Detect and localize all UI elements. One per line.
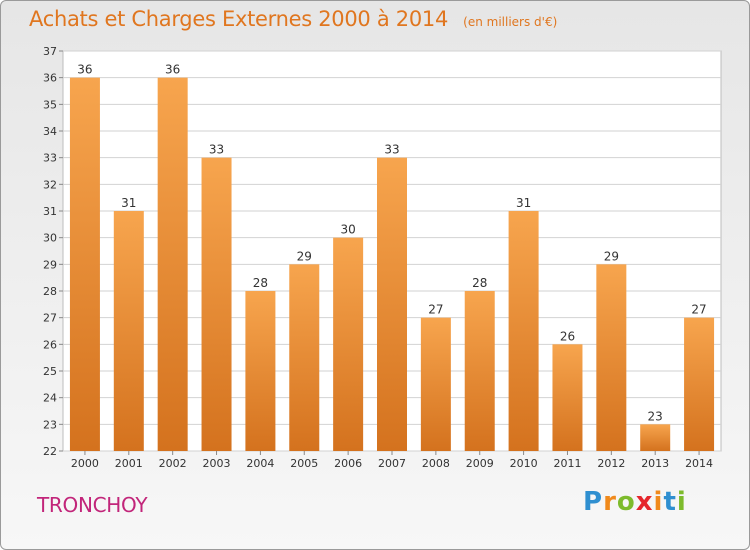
bar-2002 [157, 77, 188, 452]
y-tick-label: 24 [43, 392, 57, 405]
x-tick-label-2000: 2000 [71, 457, 99, 470]
value-label-2012: 29 [604, 249, 619, 263]
logo-letter: i [676, 487, 687, 517]
bar-2001 [113, 211, 144, 451]
value-label-2004: 28 [253, 276, 268, 290]
title-row: Achats et Charges Externes 2000 à 2014 (… [29, 7, 557, 31]
y-tick-label: 33 [43, 152, 57, 165]
x-tick-label-2002: 2002 [159, 457, 187, 470]
value-label-2014: 27 [691, 303, 706, 317]
bar-2008 [420, 317, 451, 451]
x-tick-label-2012: 2012 [597, 457, 625, 470]
logo-letter: r [603, 487, 617, 517]
chart-subtitle: (en milliers d'€) [463, 15, 558, 29]
y-tick-label: 37 [43, 45, 57, 58]
y-tick-label: 29 [43, 258, 57, 271]
y-tick-label: 31 [43, 205, 57, 218]
y-tick-label: 26 [43, 338, 57, 351]
value-label-2013: 23 [648, 409, 663, 423]
bar-2000 [69, 77, 100, 452]
y-tick-label: 22 [43, 445, 57, 458]
logo-letter: t [663, 487, 677, 517]
value-label-2010: 31 [516, 196, 531, 210]
x-tick-label-2008: 2008 [422, 457, 450, 470]
x-tick-label-2006: 2006 [334, 457, 362, 470]
logo-letter: i [653, 487, 664, 517]
value-label-2006: 30 [340, 223, 355, 237]
bar-2006 [333, 237, 364, 451]
value-label-2003: 33 [209, 143, 224, 157]
proxiti-logo[interactable]: Proxiti [583, 487, 687, 517]
commune-name: TRONCHOY [37, 493, 148, 517]
bar-2012 [596, 264, 627, 451]
y-tick-label: 23 [43, 418, 57, 431]
value-label-2009: 28 [472, 276, 487, 290]
value-label-2000: 36 [77, 63, 92, 77]
y-tick-label: 32 [43, 178, 57, 191]
x-tick-label-2011: 2011 [553, 457, 581, 470]
bar-2007 [377, 157, 407, 451]
chart-title: Achats et Charges Externes 2000 à 2014 [29, 7, 449, 31]
value-labels: 36 31 36 33 28 29 30 33 27 28 31 26 29 23 27 [77, 63, 706, 424]
x-tick-label-2013: 2013 [641, 457, 669, 470]
x-tick-label-2014: 2014 [685, 457, 713, 470]
x-axis-ticks: 2000 2001 2002 2003 2004 2005 2006 2007 2008 2009… [71, 451, 713, 470]
bar-2009 [464, 291, 495, 451]
x-tick-label-2003: 2003 [203, 457, 231, 470]
x-tick-label-2010: 2010 [510, 457, 538, 470]
y-axis-ticks: 22 23 24 25 26 27 28 29 30 31 32 33 34 35 36 37 [43, 45, 63, 458]
x-tick-label-2004: 2004 [246, 457, 274, 470]
y-tick-label: 28 [43, 285, 57, 298]
logo-letter: o [616, 487, 636, 517]
y-tick-label: 27 [43, 312, 57, 325]
x-tick-label-2005: 2005 [290, 457, 318, 470]
bar-2004 [245, 291, 276, 451]
value-label-2008: 27 [428, 303, 443, 317]
value-label-2001: 31 [121, 196, 136, 210]
logo-letter: P [583, 487, 604, 517]
bar-2003 [201, 157, 232, 451]
y-tick-label: 34 [43, 125, 57, 138]
bar-2005 [289, 264, 320, 451]
x-tick-label-2009: 2009 [466, 457, 494, 470]
bars [69, 77, 715, 452]
value-label-2005: 29 [297, 249, 312, 263]
y-tick-label: 35 [43, 98, 57, 111]
value-label-2002: 36 [165, 63, 180, 77]
bar-2011 [552, 344, 583, 451]
logo-letter: x [635, 487, 654, 517]
value-label-2007: 33 [384, 143, 399, 157]
y-tick-label: 36 [43, 72, 57, 85]
x-tick-label-2007: 2007 [378, 457, 406, 470]
y-tick-label: 30 [43, 232, 57, 245]
value-label-2011: 26 [560, 329, 575, 343]
bar-2014 [684, 317, 715, 451]
bar-2010 [508, 211, 539, 451]
x-tick-label-2001: 2001 [115, 457, 143, 470]
y-tick-label: 25 [43, 365, 57, 378]
bar-2013 [640, 424, 671, 451]
